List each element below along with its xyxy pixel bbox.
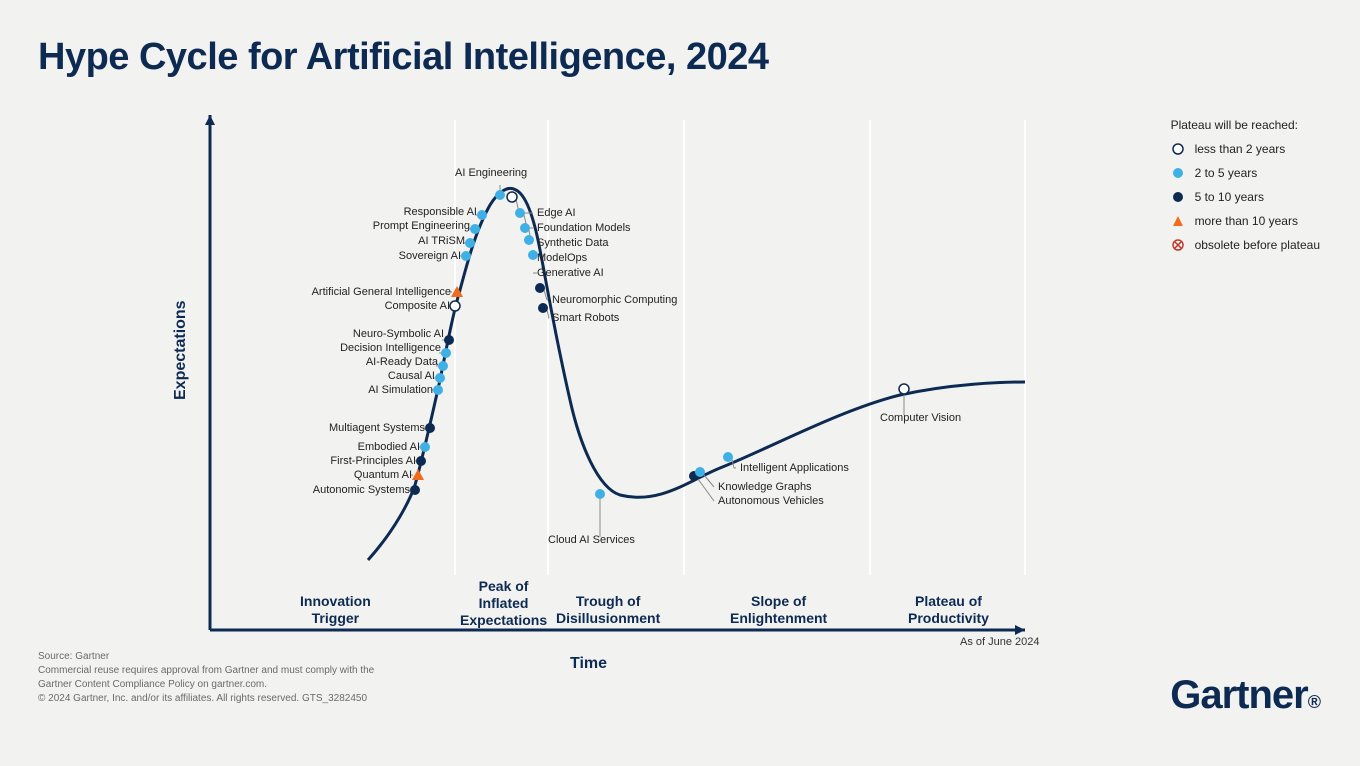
datapoint-label: AI Simulation [368, 384, 433, 396]
datapoint-label: Decision Intelligence [340, 342, 441, 354]
datapoint-label: Edge AI [537, 207, 576, 219]
datapoint-label: Knowledge Graphs [718, 481, 812, 493]
datapoint-label: Cloud AI Services [548, 534, 635, 546]
legend-label: more than 10 years [1195, 214, 1298, 228]
legend-label: less than 2 years [1195, 142, 1286, 156]
phase-label: Slope of Enlightenment [730, 593, 827, 627]
legend-marker-icon [1171, 166, 1185, 180]
legend-item: 5 to 10 years [1171, 190, 1320, 204]
footer-line2: Commercial reuse requires approval from … [38, 664, 374, 678]
as-of-date: As of June 2024 [960, 636, 1040, 648]
datapoint-label: AI TRiSM [418, 235, 465, 247]
legend-item: more than 10 years [1171, 214, 1320, 228]
datapoint-label: Causal AI [388, 370, 435, 382]
datapoint-label: AI-Ready Data [366, 356, 438, 368]
legend-item: 2 to 5 years [1171, 166, 1320, 180]
datapoint-label: Prompt Engineering [373, 220, 470, 232]
phase-label: Plateau of Productivity [908, 593, 989, 627]
datapoint-label: Responsible AI [404, 206, 477, 218]
legend-marker-icon [1171, 142, 1185, 156]
datapoint-label: Generative AI [537, 267, 604, 279]
legend-marker-icon [1171, 214, 1185, 228]
legend-item: less than 2 years [1171, 142, 1320, 156]
footer-source: Source: Gartner [38, 650, 374, 664]
datapoint-label: Multiagent Systems [329, 422, 425, 434]
datapoint-label: Intelligent Applications [740, 462, 849, 474]
legend-label: 5 to 10 years [1195, 190, 1264, 204]
datapoint-label: Quantum AI [354, 469, 412, 481]
datapoint-label: Artificial General Intelligence [312, 286, 451, 298]
datapoint-label: Synthetic Data [537, 237, 609, 249]
datapoint-label: AI Engineering [455, 167, 527, 179]
legend-item: obsolete before plateau [1171, 238, 1320, 252]
legend-marker-icon [1171, 190, 1185, 204]
footer-line3: Gartner Content Compliance Policy on gar… [38, 678, 374, 692]
datapoint-label: Neuromorphic Computing [552, 294, 677, 306]
datapoint-label: Smart Robots [552, 312, 619, 324]
datapoint-label: First-Principles AI [330, 455, 416, 467]
phase-label: Innovation Trigger [300, 593, 371, 627]
phase-label: Peak of Inflated Expectations [460, 578, 547, 628]
datapoint-label: Neuro-Symbolic AI [353, 328, 444, 340]
phase-label: Trough of Disillusionment [556, 593, 660, 627]
legend-label: 2 to 5 years [1195, 166, 1258, 180]
datapoint-label: Autonomous Vehicles [718, 495, 824, 507]
footer-line4: © 2024 Gartner, Inc. and/or its affiliat… [38, 692, 374, 706]
datapoint-label: Composite AI [385, 300, 450, 312]
legend-label: obsolete before plateau [1195, 238, 1320, 252]
datapoint-label: Sovereign AI [399, 250, 461, 262]
legend: Plateau will be reached: less than 2 yea… [1171, 118, 1320, 262]
legend-marker-icon [1171, 238, 1185, 252]
datapoint-label: Autonomic Systems [313, 484, 410, 496]
datapoint-label: Foundation Models [537, 222, 631, 234]
y-axis-label: Expectations [172, 300, 190, 400]
datapoint-label: ModelOps [537, 252, 587, 264]
x-axis-label: Time [570, 655, 607, 673]
gartner-logo: Gartner® [1170, 673, 1320, 718]
datapoint-label: Computer Vision [880, 412, 961, 424]
legend-title: Plateau will be reached: [1171, 118, 1320, 132]
datapoint-label: Embodied AI [358, 441, 420, 453]
footer-attribution: Source: Gartner Commercial reuse require… [38, 650, 374, 706]
